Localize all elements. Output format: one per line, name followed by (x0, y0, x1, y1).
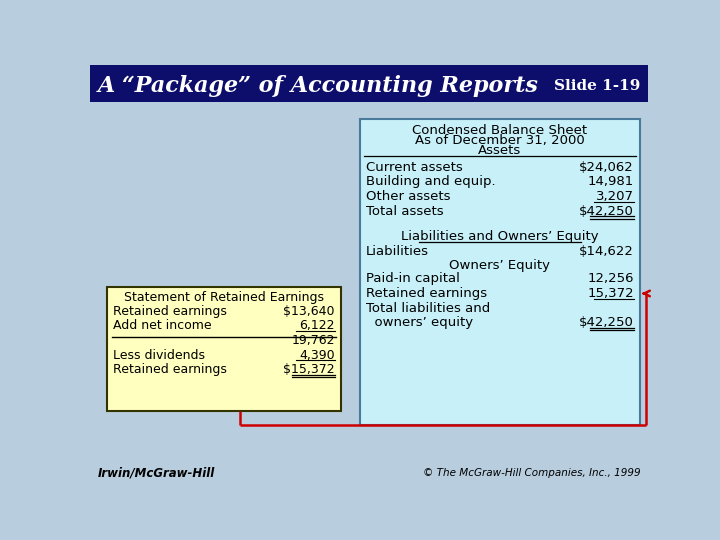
Text: Retained earnings: Retained earnings (113, 363, 227, 376)
Text: owners’ equity: owners’ equity (366, 316, 473, 329)
Text: 15,372: 15,372 (588, 287, 634, 300)
Text: As of December 31, 2000: As of December 31, 2000 (415, 134, 585, 147)
Text: Other assets: Other assets (366, 190, 451, 203)
Text: $24,062: $24,062 (580, 161, 634, 174)
Text: Current assets: Current assets (366, 161, 463, 174)
Text: $13,640: $13,640 (284, 305, 335, 318)
FancyBboxPatch shape (107, 287, 341, 411)
Text: 6,122: 6,122 (300, 319, 335, 332)
Text: Liabilities and Owners’ Equity: Liabilities and Owners’ Equity (401, 230, 599, 243)
Text: Retained earnings: Retained earnings (113, 305, 227, 318)
Text: © The McGraw-Hill Companies, Inc., 1999: © The McGraw-Hill Companies, Inc., 1999 (423, 468, 640, 478)
Text: $14,622: $14,622 (579, 245, 634, 258)
Text: Statement of Retained Earnings: Statement of Retained Earnings (124, 291, 324, 304)
Text: Total assets: Total assets (366, 205, 444, 218)
Text: Paid-in capital: Paid-in capital (366, 272, 460, 285)
Bar (90, 65, 648, 102)
Text: A “Package” of Accounting Reports: A “Package” of Accounting Reports (98, 76, 539, 97)
Text: $15,372: $15,372 (283, 363, 335, 376)
Text: Add net income: Add net income (113, 319, 212, 332)
Text: 3,207: 3,207 (596, 190, 634, 203)
Text: $42,250: $42,250 (579, 205, 634, 218)
Text: Irwin/McGraw-Hill: Irwin/McGraw-Hill (98, 467, 215, 480)
Text: Owners’ Equity: Owners’ Equity (449, 259, 551, 272)
Text: Condensed Balance Sheet: Condensed Balance Sheet (413, 124, 588, 137)
Text: Retained earnings: Retained earnings (366, 287, 487, 300)
Text: 19,762: 19,762 (292, 334, 335, 347)
Text: 12,256: 12,256 (588, 272, 634, 285)
Text: Total liabilities and: Total liabilities and (366, 302, 490, 315)
Text: 14,981: 14,981 (588, 176, 634, 188)
Text: Less dividends: Less dividends (113, 349, 205, 362)
Text: 4,390: 4,390 (300, 349, 335, 362)
FancyBboxPatch shape (360, 119, 640, 425)
Text: Liabilities: Liabilities (366, 245, 429, 258)
Text: Assets: Assets (478, 144, 521, 157)
Text: $42,250: $42,250 (579, 316, 634, 329)
Text: Slide 1-19: Slide 1-19 (554, 79, 640, 93)
Text: Building and equip.: Building and equip. (366, 176, 495, 188)
